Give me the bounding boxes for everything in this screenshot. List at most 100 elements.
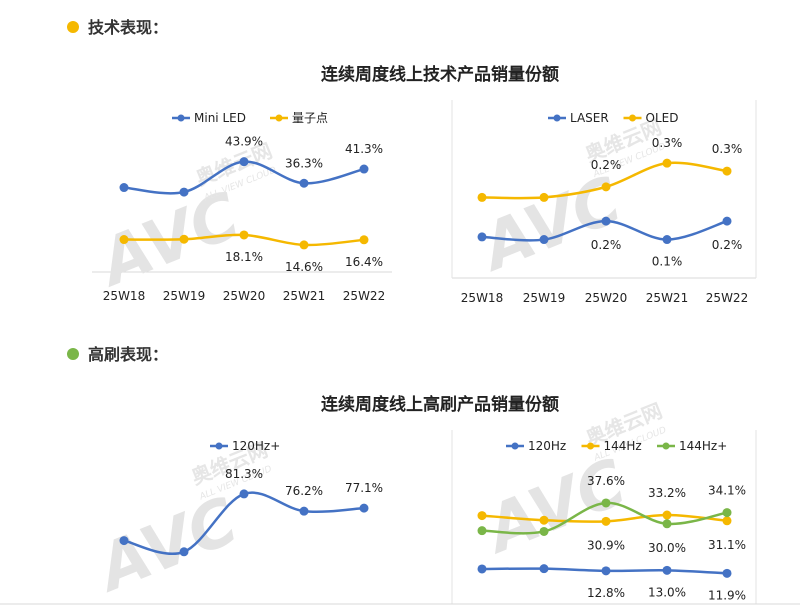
legend-item-1-2: 量子点	[270, 111, 328, 125]
legend-marker	[511, 442, 519, 450]
legend-label: OLED	[646, 111, 679, 125]
data-point	[722, 508, 732, 518]
data-label: 31.1%	[708, 538, 746, 552]
legend-item-3-1: 120Hz+	[210, 439, 280, 453]
watermark-3: AVC 奥维云网 ALL VIEW CLOUD	[84, 437, 273, 608]
data-label: 0.2%	[591, 238, 622, 252]
data-label: 30.0%	[648, 541, 686, 555]
data-point	[539, 192, 549, 202]
data-label: 33.2%	[648, 486, 686, 500]
data-label: 16.4%	[345, 255, 383, 269]
chart-title-refresh: 连续周度线上高刷产品销量份额	[321, 394, 559, 415]
legend-item-2-1: LASER	[548, 111, 609, 125]
data-label: 0.2%	[712, 238, 743, 252]
series-Mini LED: 43.9% 36.3% 41.3%	[119, 135, 383, 197]
data-point	[539, 235, 549, 245]
series-120Hz+: 81.3% 76.2% 77.1%	[119, 467, 383, 557]
data-point	[539, 526, 549, 536]
chart-4: 120Hz 144Hz 144Hz+ 12.8% 13.0% 11.9% 30.9% 33.2…	[477, 439, 746, 602]
data-point	[119, 183, 129, 193]
data-point	[662, 158, 672, 168]
legend-label: 144Hz	[604, 439, 642, 453]
data-label: 37.6%	[587, 474, 625, 488]
legend-label: 120Hz	[528, 439, 566, 453]
data-label: 14.6%	[285, 260, 323, 274]
x-tick-label: 25W22	[343, 289, 385, 303]
data-label: 76.2%	[285, 484, 323, 498]
data-point	[601, 566, 611, 576]
x-tick-label: 25W18	[461, 291, 503, 305]
x-tick-label: 25W20	[223, 289, 265, 303]
chart-1: Mini LED 量子点 25W18 25W19 25W20 25W21 25W22 43.9…	[103, 111, 385, 303]
legend-item-1-1: Mini LED	[172, 111, 246, 125]
data-label: 43.9%	[225, 135, 263, 149]
legend-label: Mini LED	[194, 111, 246, 125]
data-label: 30.9%	[587, 538, 625, 552]
data-label: 0.2%	[591, 158, 622, 172]
data-label: 13.0%	[648, 585, 686, 599]
data-point	[477, 564, 487, 574]
data-point	[722, 216, 732, 226]
series-LASER: 0.2% 0.1% 0.2%	[477, 216, 743, 269]
legend-marker	[215, 442, 223, 450]
legend-marker	[629, 114, 636, 122]
watermark-logo-3: AVC	[84, 484, 248, 608]
series-OLED: 0.2% 0.3% 0.3%	[477, 136, 743, 202]
x-tick-label: 25W21	[283, 289, 325, 303]
x-tick-label: 25W21	[646, 291, 688, 305]
legend-marker	[177, 114, 185, 122]
series-量子点: 18.1% 14.6% 16.4%	[119, 230, 383, 274]
data-point	[299, 240, 309, 250]
legend-marker	[662, 442, 670, 450]
legend-item-4-2: 144Hz	[581, 439, 642, 453]
data-label: 36.3%	[285, 156, 323, 170]
data-point	[601, 516, 611, 526]
data-point	[601, 498, 611, 508]
data-label: 12.8%	[587, 586, 625, 600]
data-label: 81.3%	[225, 467, 263, 481]
x-tick-label: 25W19	[523, 291, 565, 305]
x-tick-label: 25W20	[585, 291, 627, 305]
data-point	[662, 510, 672, 520]
data-point	[359, 503, 369, 513]
data-point	[119, 536, 129, 546]
data-point	[662, 519, 672, 529]
watermark-1: AVC 奥维云网 ALL VIEW CLOUD	[86, 138, 278, 302]
data-point	[539, 515, 549, 525]
data-point	[179, 547, 189, 557]
chart-title-tech: 连续周度线上技术产品销量份额	[321, 64, 559, 85]
data-point	[722, 516, 732, 526]
section-bullet-refresh	[67, 348, 79, 360]
data-point	[477, 511, 487, 521]
data-label: 0.1%	[652, 255, 683, 269]
data-point	[662, 565, 672, 575]
data-point	[299, 178, 309, 188]
data-label: 41.3%	[345, 142, 383, 156]
x-tick-label: 25W18	[103, 289, 145, 303]
data-label: 77.1%	[345, 481, 383, 495]
data-point	[119, 235, 129, 245]
x-tick-label: 25W22	[706, 291, 748, 305]
data-point	[477, 232, 487, 242]
section-title-refresh: 高刷表现：	[88, 345, 168, 364]
data-point	[601, 216, 611, 226]
data-point	[239, 230, 249, 240]
chart-3: 120Hz+ 81.3% 76.2% 77.1%	[119, 439, 383, 557]
data-label: 0.3%	[652, 136, 683, 150]
legend-label: 120Hz+	[232, 439, 280, 453]
legend-item-4-3: 144Hz+	[657, 439, 727, 453]
data-point	[179, 187, 189, 197]
charts-layer: Mini LED 量子点 25W18 25W19 25W20 25W21 25W22 43.9…	[103, 111, 748, 602]
legend-item-4-1: 120Hz	[506, 439, 566, 453]
legend-label: LASER	[570, 111, 609, 125]
data-label: 18.1%	[225, 250, 263, 264]
legend-item-2-2: OLED	[623, 111, 679, 125]
data-point	[477, 526, 487, 536]
legend-label: 144Hz+	[679, 439, 727, 453]
data-label: 0.3%	[712, 142, 743, 156]
legend-marker	[275, 114, 283, 122]
data-point	[722, 166, 732, 176]
